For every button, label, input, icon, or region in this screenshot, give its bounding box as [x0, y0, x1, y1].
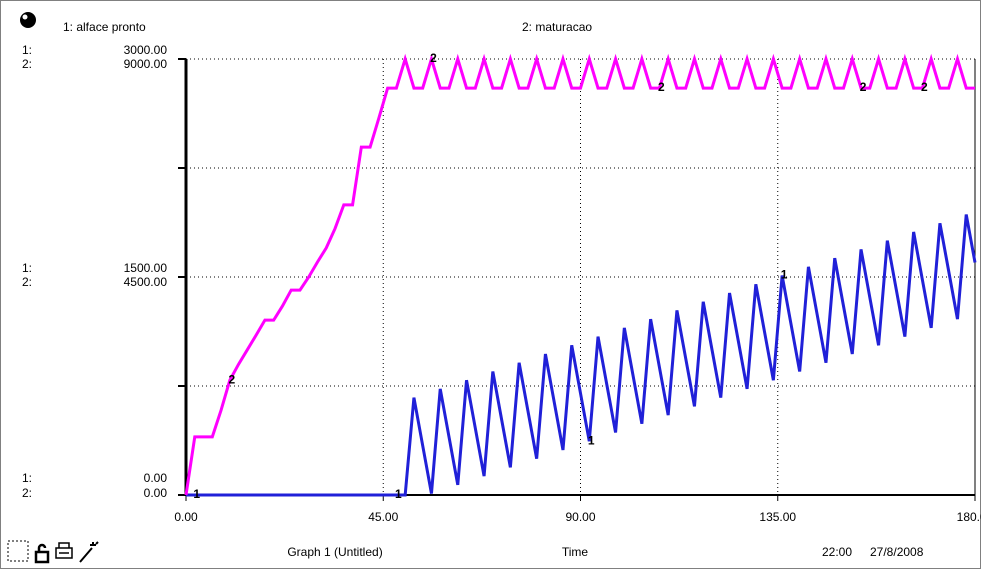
y-tick-label: 3000.00 [124, 43, 168, 57]
x-tick-label: 0.00 [174, 510, 198, 524]
y2-tick-label: 4500.00 [124, 275, 168, 289]
series-line [186, 214, 977, 497]
globe-icon[interactable] [20, 12, 36, 28]
series-marker: 2 [228, 372, 235, 386]
y-axis-prefix: 1: [22, 261, 32, 275]
y-tick-label: 1500.00 [124, 261, 168, 275]
x-tick-label: 45.00 [368, 510, 398, 524]
select-icon[interactable] [7, 540, 29, 562]
series-marker: 1 [588, 433, 595, 447]
x-axis-title: Time [562, 545, 589, 559]
series-marker: 1 [395, 487, 402, 501]
lock-icon[interactable] [34, 543, 50, 564]
time-stamp: 22:00 [822, 545, 852, 559]
series-marker: 2 [921, 80, 928, 94]
legend-entry: 2: maturacao [522, 20, 592, 34]
x-tick-label: 90.00 [565, 510, 595, 524]
date-stamp: 27/8/2008 [870, 545, 924, 559]
globe-highlight [22, 14, 28, 20]
series-marker: 1 [781, 268, 788, 282]
y-axis-prefix: 1: [22, 471, 32, 485]
print-icon[interactable] [55, 542, 73, 559]
x-tick-label: 180.00 [957, 510, 981, 524]
y2-tick-label: 9000.00 [124, 57, 168, 71]
y-axis-prefix: 1: [22, 43, 32, 57]
series-marker: 2 [658, 80, 665, 94]
graph-name: Graph 1 (Untitled) [287, 545, 382, 559]
series-marker: 1 [193, 487, 200, 501]
wand-icon[interactable] [79, 541, 99, 563]
y2-axis-prefix: 2: [22, 275, 32, 289]
y2-axis-prefix: 2: [22, 486, 32, 500]
series-marker: 2 [430, 51, 437, 65]
series-line [184, 53, 975, 496]
toolbar-icons [7, 540, 99, 564]
y2-axis-prefix: 2: [22, 57, 32, 71]
legend-entry: 1: alface pronto [63, 20, 146, 34]
y2-tick-label: 0.00 [144, 486, 168, 500]
y-tick-label: 0.00 [144, 471, 168, 485]
series-marker: 2 [860, 80, 867, 94]
x-tick-label: 135.00 [759, 510, 796, 524]
